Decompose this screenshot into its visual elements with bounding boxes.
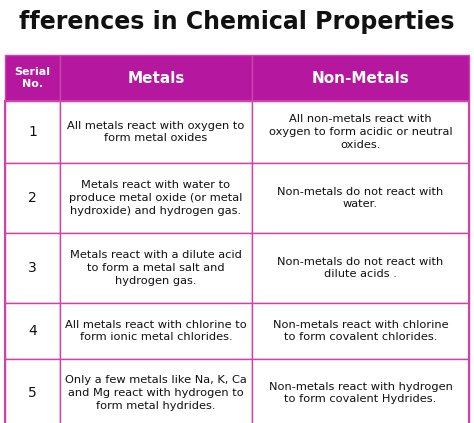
Bar bbox=[60, 359, 252, 423]
Text: Metals react with a dilute acid
to form a metal salt and
hydrogen gas.: Metals react with a dilute acid to form … bbox=[70, 250, 242, 286]
Bar bbox=[5, 55, 60, 101]
Bar bbox=[252, 303, 469, 359]
Text: 4: 4 bbox=[28, 324, 37, 338]
Bar bbox=[5, 303, 60, 359]
Bar bbox=[252, 101, 469, 163]
Text: Serial
No.: Serial No. bbox=[15, 67, 51, 89]
Bar bbox=[252, 359, 469, 423]
Bar bbox=[60, 55, 252, 101]
Bar bbox=[252, 163, 469, 233]
Text: All non-metals react with
oxygen to form acidic or neutral
oxides.: All non-metals react with oxygen to form… bbox=[269, 114, 452, 150]
Text: fferences in Chemical Properties: fferences in Chemical Properties bbox=[19, 10, 455, 34]
Text: Non-Metals: Non-Metals bbox=[311, 71, 410, 85]
Text: Non-metals react with hydrogen
to form covalent Hydrides.: Non-metals react with hydrogen to form c… bbox=[269, 382, 453, 404]
Bar bbox=[60, 233, 252, 303]
Text: All metals react with chlorine to
form ionic metal chlorides.: All metals react with chlorine to form i… bbox=[65, 320, 247, 342]
Text: Non-metals react with chlorine
to form covalent chlorides.: Non-metals react with chlorine to form c… bbox=[273, 320, 448, 342]
Text: Non-metals do not react with
water.: Non-metals do not react with water. bbox=[277, 187, 444, 209]
Bar bbox=[252, 233, 469, 303]
Bar bbox=[60, 163, 252, 233]
Text: 3: 3 bbox=[28, 261, 37, 275]
Text: Non-metals do not react with
dilute acids .: Non-metals do not react with dilute acid… bbox=[277, 257, 444, 280]
Text: 2: 2 bbox=[28, 191, 37, 205]
Bar bbox=[252, 55, 469, 101]
Bar bbox=[60, 101, 252, 163]
Bar bbox=[5, 233, 60, 303]
Bar bbox=[5, 359, 60, 423]
Text: 1: 1 bbox=[28, 125, 37, 139]
Text: Metals: Metals bbox=[128, 71, 185, 85]
Text: Only a few metals like Na, K, Ca
and Mg react with hydrogen to
form metal hydrid: Only a few metals like Na, K, Ca and Mg … bbox=[65, 375, 247, 411]
Bar bbox=[5, 101, 469, 423]
Text: Metals react with water to
produce metal oxide (or metal
hydroxide) and hydrogen: Metals react with water to produce metal… bbox=[69, 180, 243, 216]
Bar bbox=[5, 101, 60, 163]
Text: 5: 5 bbox=[28, 386, 37, 400]
Text: All metals react with oxygen to
form metal oxides: All metals react with oxygen to form met… bbox=[67, 121, 245, 143]
Bar bbox=[60, 303, 252, 359]
Bar bbox=[5, 163, 60, 233]
